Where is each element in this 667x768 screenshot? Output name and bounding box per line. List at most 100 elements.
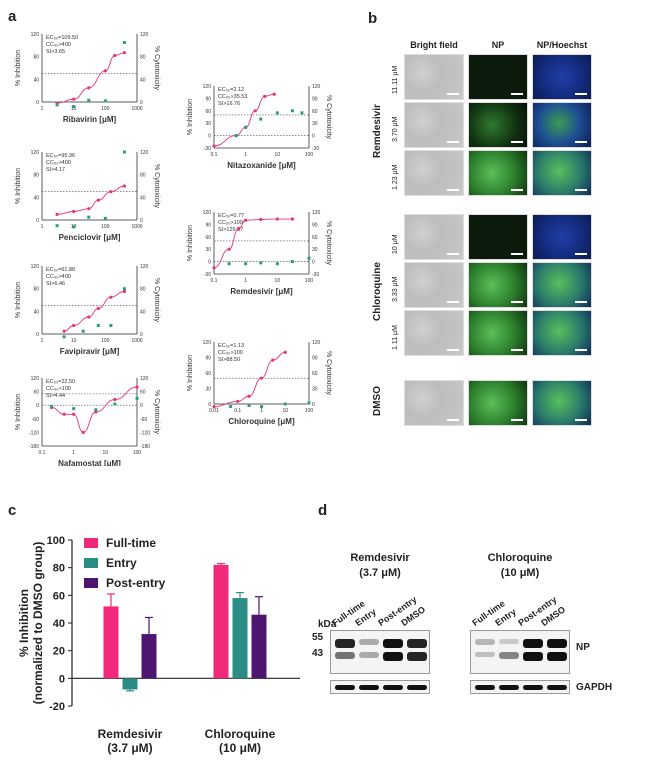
y-tick-label: -20 — [49, 701, 65, 713]
ec50-text: EC₅₀=109.50 — [46, 35, 78, 41]
gapdh-band — [523, 685, 543, 690]
si-text: SI>6.46 — [46, 281, 65, 287]
y-tick-label: -30 — [204, 272, 211, 278]
x-tick-label: 1000 — [131, 106, 142, 112]
inhibition-point — [259, 217, 263, 222]
cytotoxicity-point — [234, 134, 238, 138]
x-axis-label: Penciclovir [μM] — [59, 233, 121, 242]
y-tick-label: 120 — [31, 150, 40, 156]
cytotoxicity-point — [87, 98, 91, 102]
right-tick-label: 0 — [140, 100, 143, 106]
y-tick-label: 0 — [36, 332, 39, 338]
y-tick-label: 40 — [33, 195, 39, 201]
x-tick-label: 1 — [244, 152, 247, 158]
scale-bar — [511, 349, 523, 351]
inhibition-point — [212, 144, 216, 148]
microscopy-image — [532, 102, 592, 148]
microscopy-image — [404, 214, 464, 260]
y-tick-label: 90 — [205, 222, 211, 228]
inhibition-fit-curve — [57, 52, 125, 104]
microscopy-image — [468, 380, 528, 426]
microscopy-image — [404, 262, 464, 308]
y-tick-label: 120 — [203, 84, 212, 90]
right-tick-label: 120 — [312, 340, 321, 346]
microscopy-image — [404, 380, 464, 426]
right-tick-label: 30 — [312, 247, 318, 253]
cytotoxicity-point — [122, 287, 126, 291]
np-band — [475, 639, 495, 645]
cytotoxicity-point — [275, 111, 279, 115]
y-tick-label: 100 — [47, 535, 65, 547]
np-band — [547, 652, 567, 661]
cytotoxicity-point — [62, 335, 66, 339]
inhibition-point — [263, 94, 267, 98]
si-text: SI>129.87 — [218, 227, 243, 233]
blot-subtitle: (10 μM) — [500, 567, 540, 579]
inhibition-point — [87, 207, 91, 211]
y-tick-label: 30 — [205, 121, 211, 127]
inhibition-point — [244, 218, 248, 222]
y-axis-label-inhibition: % Inhibition — [187, 99, 194, 135]
gapdh-band — [547, 685, 567, 690]
x-tick-label: 10 — [71, 338, 77, 344]
y-tick-label: 20 — [53, 646, 65, 658]
cytotoxicity-point — [290, 260, 294, 264]
gapdh-band — [335, 685, 355, 690]
x-tick-label: 0.01 — [209, 408, 219, 414]
category-label: (3.7 μM) — [107, 741, 152, 755]
cytotoxicity-point — [122, 150, 126, 154]
microscopy-image — [532, 380, 592, 426]
scale-bar — [511, 141, 523, 143]
concentration-label: 10 μM — [392, 234, 399, 254]
cytotoxicity-point — [283, 402, 287, 406]
inhibition-point — [247, 394, 251, 398]
cc50-text: CC₅₀>100 — [46, 386, 71, 392]
cytotoxicity-point — [55, 224, 59, 228]
inhibition-point — [122, 289, 126, 294]
scale-bar — [575, 93, 587, 95]
panel-label-a: a — [8, 8, 17, 25]
gapdh-label: GAPDH — [576, 682, 613, 693]
y-axis-label-cytotoxicity: % Cytotoxicity — [325, 351, 332, 395]
scale-bar — [575, 253, 587, 255]
right-tick-label: 0 — [140, 332, 143, 338]
right-tick-label: -30 — [312, 146, 319, 152]
np-band — [359, 652, 379, 658]
np-band — [547, 639, 567, 648]
panel-label-c: c — [8, 502, 17, 519]
inhibition-point — [236, 399, 240, 404]
x-tick-label: 1 — [41, 338, 44, 344]
category-label: (10 μM) — [219, 741, 261, 755]
cytotoxicity-point — [227, 262, 231, 266]
scale-bar — [447, 301, 459, 303]
microscopy-image — [468, 102, 528, 148]
right-tick-label: 120 — [140, 32, 149, 38]
ec50-text: EC₅₀=1.13 — [218, 343, 244, 349]
ec50-text: EC₅₀=2.12 — [218, 87, 244, 93]
scale-bar — [575, 301, 587, 303]
np-band — [499, 639, 519, 645]
y-tick-label: 80 — [33, 287, 39, 293]
cytotoxicity-point — [290, 109, 294, 113]
x-tick-label: 100 — [101, 224, 110, 230]
gapdh-band — [383, 685, 403, 690]
x-tick-label: 100 — [305, 278, 314, 284]
x-tick-label: 100 — [101, 338, 110, 344]
bar-full-time — [213, 564, 229, 679]
y-axis-label-inhibition: % Inhibition — [15, 394, 22, 430]
cytotoxicity-point — [229, 405, 233, 409]
ec50-text: EC₅₀=22.50 — [46, 379, 75, 385]
x-axis-label: Nafamostat [μM] — [58, 459, 121, 466]
treatment-group-label: Remdesivir — [372, 103, 383, 158]
concentration-label: 3.33 μM — [392, 276, 399, 302]
y-axis-label-cytotoxicity: % Cytotoxicity — [153, 46, 160, 90]
legend-swatch — [84, 538, 98, 548]
y-axis-label-inhibition: % Inhibition — [187, 225, 194, 261]
y-axis-label-cytotoxicity: % Cytotoxicity — [153, 278, 160, 322]
np-band — [335, 639, 355, 648]
x-tick-label: 10 — [275, 278, 281, 284]
right-tick-label: 40 — [140, 309, 146, 315]
